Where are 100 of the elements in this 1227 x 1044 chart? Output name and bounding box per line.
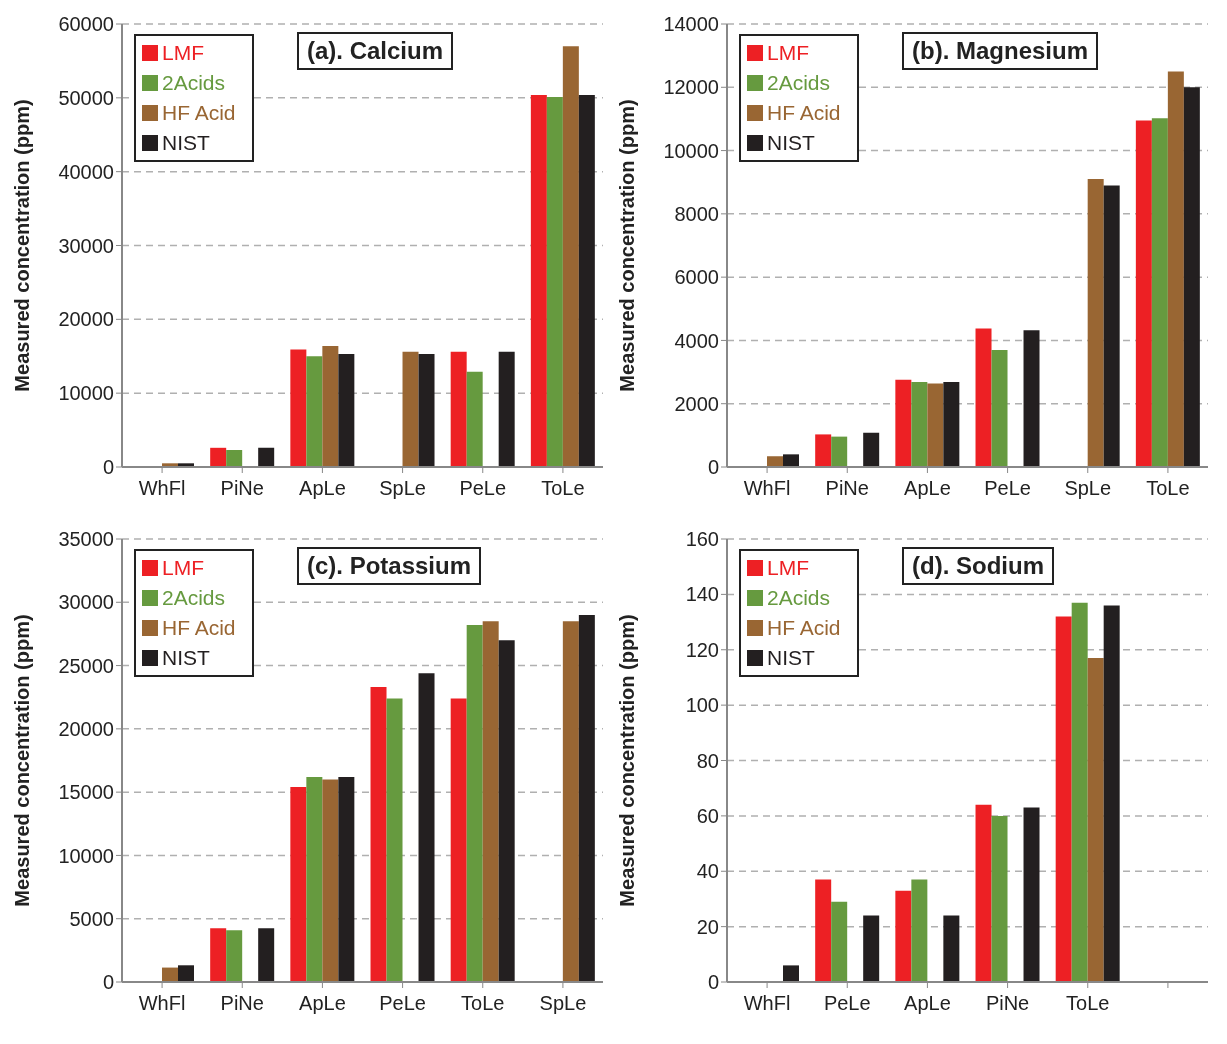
y-tick-label: 14000 [663, 13, 719, 36]
bar [386, 698, 403, 982]
x-tick-label: SpLe [1064, 477, 1112, 500]
legend-label: LMF [161, 555, 205, 581]
x-tick-label: WhFl [138, 477, 186, 500]
legend-label: 2Acids [161, 70, 227, 96]
bar [178, 965, 195, 982]
y-tick-label: 20000 [58, 717, 114, 740]
y-tick-label: 100 [685, 694, 719, 717]
y-tick-label: 40000 [58, 160, 114, 183]
bar [767, 456, 784, 467]
bar [322, 345, 339, 467]
bar [322, 779, 339, 982]
bar [402, 351, 419, 467]
x-tick-label: ApLe [299, 992, 346, 1015]
y-tick-label: 0 [707, 456, 719, 479]
legend-label: 2Acids [766, 585, 832, 611]
bar [418, 673, 435, 982]
bar [450, 351, 467, 467]
x-tick-label: ApLe [299, 477, 346, 500]
legend-label: 2Acids [161, 585, 227, 611]
text: (a). Calcium [297, 32, 454, 70]
y-tick-label: 10000 [663, 139, 719, 162]
bar [911, 879, 928, 982]
x-tick-label: PiNe [825, 477, 869, 500]
bar [1055, 616, 1072, 982]
y-tick-label: 0 [102, 456, 114, 479]
bar [1103, 605, 1120, 982]
bar [338, 776, 355, 982]
x-tick-label: ToLe [461, 992, 505, 1015]
bar [498, 640, 515, 982]
bar [306, 776, 323, 982]
y-tick-label: 5000 [69, 907, 114, 930]
legend-label: NIST [161, 645, 211, 671]
legend-label: NIST [766, 645, 816, 671]
x-tick-label: ApLe [904, 992, 951, 1015]
bar [306, 356, 323, 467]
bar [450, 698, 467, 982]
y-tick-label: 20 [696, 915, 719, 938]
x-tick-label: ToLe [1066, 992, 1110, 1015]
bar [370, 687, 387, 982]
bar [290, 787, 307, 982]
bar [290, 349, 307, 467]
bar [258, 447, 275, 467]
y-axis-title: Measured concentration (ppm) [616, 99, 639, 392]
legend-label: HF Acid [766, 100, 841, 126]
bar [466, 625, 483, 982]
bar [815, 879, 832, 982]
bar [546, 97, 563, 467]
bar [1151, 118, 1168, 467]
bar [1167, 71, 1184, 467]
bar [338, 354, 355, 467]
y-tick-label: 30000 [58, 234, 114, 257]
x-tick-label: ToLe [541, 477, 585, 500]
bar [783, 965, 800, 982]
y-axis-title: Measured concentration (ppm) [11, 99, 34, 392]
legend-label: LMF [161, 40, 205, 66]
bar [498, 351, 515, 467]
bar [466, 371, 483, 467]
bar [943, 381, 960, 467]
bar [831, 436, 848, 467]
bar [863, 432, 880, 467]
bar [895, 890, 912, 982]
y-axis-title: Measured concentration (ppm) [616, 614, 639, 907]
x-tick-label: PiNe [985, 992, 1030, 1015]
bar [562, 621, 579, 982]
bar [1071, 602, 1088, 982]
bar [226, 930, 243, 982]
y-tick-label: 0 [102, 971, 114, 994]
y-tick-label: 25000 [58, 654, 114, 677]
legend-label: HF Acid [161, 100, 236, 126]
y-tick-label: 0 [707, 971, 719, 994]
bar [1135, 120, 1152, 467]
x-tick-label: SpLe [379, 477, 426, 500]
y-tick-label: 35000 [58, 528, 114, 551]
bar [991, 349, 1008, 467]
bar [162, 967, 179, 982]
text: (c). Potassium [297, 547, 482, 585]
y-tick-label: 50000 [58, 86, 114, 109]
legend-label: HF Acid [766, 615, 841, 641]
y-tick-label: 120 [685, 638, 719, 661]
y-tick-label: 30000 [58, 591, 114, 614]
y-tick-label: 40 [696, 860, 719, 883]
legend-label: 2Acids [766, 70, 832, 96]
bar [975, 328, 992, 467]
y-tick-label: 160 [685, 528, 719, 551]
y-tick-label: 20000 [58, 308, 114, 331]
legend-label: HF Acid [161, 615, 236, 641]
text: (b). Magnesium [902, 32, 1099, 70]
bar [210, 447, 227, 467]
bar [258, 928, 275, 982]
y-tick-label: 15000 [58, 781, 114, 804]
x-tick-label: ApLe [904, 477, 951, 500]
bar [815, 434, 832, 467]
bar [226, 450, 243, 467]
bar [418, 354, 435, 467]
bar [530, 94, 547, 467]
legend-label: LMF [766, 40, 810, 66]
bar [1023, 330, 1040, 467]
x-tick-label: PiNe [220, 477, 264, 500]
